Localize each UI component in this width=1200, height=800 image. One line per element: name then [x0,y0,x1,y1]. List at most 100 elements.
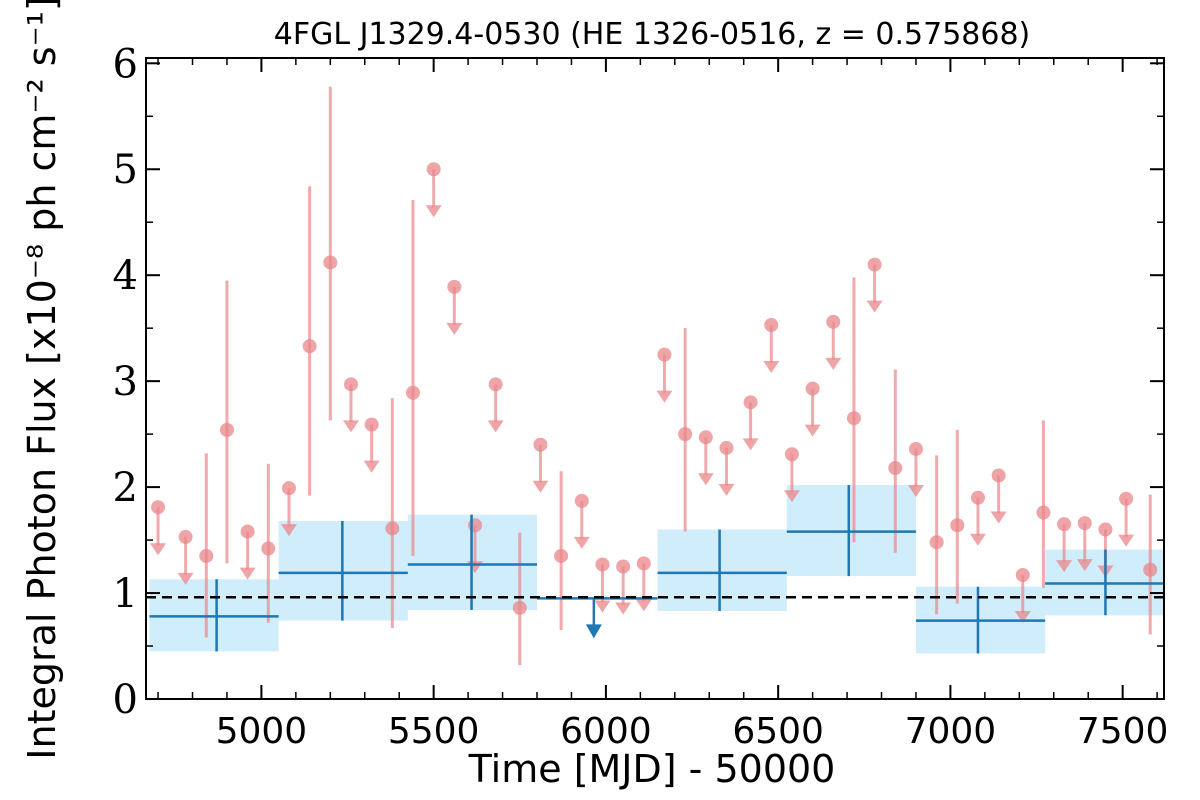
short-bin-point [1036,505,1051,520]
upper-limit-arrow [866,300,883,313]
upper-limit-point [1077,516,1092,531]
short-bin-point [678,427,693,442]
x-axis-label: Time [MJD] - 50000 [468,747,836,791]
upper-limit-arrow [342,420,359,433]
upper-limit-arrow [763,360,780,373]
y-axis-ticks: 0 1 2 3 4 5 6 [113,41,1164,723]
upper-limit-point [636,556,651,571]
x-tick-label: 6500 [732,711,824,752]
upper-limit-arrow [280,524,297,537]
short-bin-point [554,548,569,563]
short-bin-point [199,548,214,563]
upper-limit-arrow [718,483,735,496]
x-tick-label: 5500 [388,711,480,752]
upper-limit-arrow [969,533,986,546]
upper-limit-arrow [425,205,442,218]
upper-limit-arrow [697,473,714,486]
upper-limit-point [281,481,296,496]
upper-limit-point [364,417,379,432]
upper-limit-point [616,559,631,574]
upper-limit-arrow [363,460,380,473]
upper-limit-point [447,279,462,294]
upper-limit-point [533,437,548,452]
short-bin-point [950,518,965,533]
upper-limit-arrow [1014,611,1031,624]
y-tick-label: 1 [113,571,138,617]
upper-limit-arrow [783,490,800,503]
upper-limit-arrow [825,357,842,370]
short-bin-point [929,535,944,550]
upper-limit-arrow [177,572,194,585]
upper-limit-point [805,381,820,396]
upper-limit-point [698,430,713,445]
upper-limit-point [908,441,923,456]
upper-limit-arrow [1118,534,1135,547]
upper-limit-arrow [1076,559,1093,572]
y-tick-label: 3 [113,359,138,405]
upper-limit-arrow [532,480,549,493]
upper-limit-point [784,447,799,462]
upper-limit-arrow [1056,560,1073,573]
long-bin-markers [149,484,1164,654]
long-bin-ul-arrow [585,624,602,639]
upper-limit-point [1015,568,1030,583]
y-tick-label: 6 [113,41,138,87]
short-bin-point [323,255,338,270]
upper-limit-point [826,314,841,329]
upper-limit-point [488,377,503,392]
upper-limit-arrow [907,484,924,497]
upper-limit-arrow [573,536,590,549]
upper-limit-point [719,440,734,455]
upper-limit-point [343,377,358,392]
y-tick-label: 2 [113,465,138,511]
upper-limit-arrow [594,600,611,613]
upper-limit-point [657,347,672,362]
upper-limit-point [151,500,166,515]
short-bin-points [199,255,1158,615]
upper-limit-point [574,493,589,508]
upper-limit-point [467,518,482,533]
upper-limit-point [178,529,193,544]
x-tick-label: 7000 [905,711,997,752]
short-bin-point [219,422,234,437]
short-bin-point [385,521,400,536]
short-bin-point [1143,562,1158,577]
y-axis-label: Integral Photon Flux [x10⁻⁸ ph cm⁻² s⁻¹] [20,0,64,760]
x-tick-label: 7500 [1077,711,1169,752]
upper-limit-arrow [990,511,1007,524]
upper-limit-point [1057,517,1072,532]
upper-limit-point [595,557,610,572]
y-tick-label: 5 [113,147,138,193]
chart-title: 4FGL J1329.4-0530 (HE 1326-0516, z = 0.5… [274,17,1031,52]
upper-limit-point [1119,491,1134,506]
upper-limit-point [743,395,758,410]
plot-frame [145,57,1165,700]
y-tick-label: 0 [113,677,138,723]
upper-limit-arrow [656,390,673,403]
short-bin-point [846,411,861,426]
upper-limit-arrow [239,567,256,580]
upper-limit-point [970,490,985,505]
upper-limit-arrow [446,322,463,335]
upper-limit-point [764,317,779,332]
upper-limit-point [991,468,1006,483]
x-tick-label: 5000 [216,711,308,752]
upper-limit-arrow [635,599,652,612]
upper-limit-arrow [150,543,167,556]
short-bin-point [405,385,420,400]
upper-limit-point [426,162,441,177]
short-bin-point [261,541,276,556]
upper-limit-point [240,524,255,539]
short-bin-point [512,600,527,615]
plot-area: 5000 5500 6000 6500 7000 7500 0 1 2 3 4 5 6 [113,41,1169,752]
x-axis-ticks: 5000 5500 6000 6500 7000 7500 [157,58,1169,752]
upper-limit-arrow [487,420,504,433]
upper-limit-point [867,257,882,272]
x-tick-label: 6000 [560,711,652,752]
upper-limit-point [1098,522,1113,537]
long-bin-band [657,529,787,612]
short-bin-point [302,339,317,354]
y-tick-label: 4 [113,253,138,299]
upper-limit-arrow [804,424,821,437]
